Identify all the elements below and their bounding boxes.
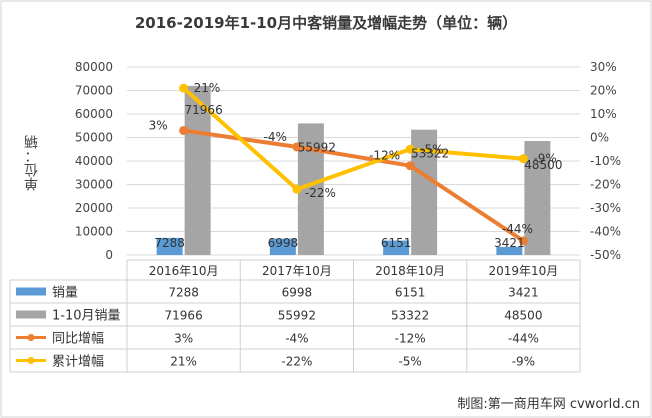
line-point bbox=[518, 236, 528, 246]
line-point bbox=[292, 184, 302, 194]
data-label: 3% bbox=[149, 118, 168, 132]
table-cell: -5% bbox=[398, 355, 421, 369]
data-label: 3421 bbox=[494, 236, 525, 250]
data-label: 21% bbox=[194, 81, 221, 95]
series-line bbox=[181, 128, 526, 243]
data-label: -22% bbox=[305, 186, 336, 200]
y-tick-label: 0 bbox=[105, 248, 113, 262]
data-label: -9% bbox=[533, 152, 556, 166]
line-point bbox=[292, 142, 302, 152]
legend-key bbox=[16, 287, 46, 296]
bar bbox=[496, 246, 523, 255]
y2-tick-label: 0% bbox=[590, 131, 609, 145]
table-cell: 21% bbox=[170, 355, 197, 369]
line-point bbox=[518, 154, 528, 164]
line-point bbox=[405, 144, 415, 154]
table-cell: 3421 bbox=[508, 286, 539, 300]
table-cell: -4% bbox=[285, 332, 308, 346]
y-tick-label: 30000 bbox=[75, 178, 113, 192]
table-cell: 71966 bbox=[165, 309, 203, 323]
credit-text: 制图:第一商用车网 cvworld.cn bbox=[457, 397, 640, 412]
series-name: 累计增幅 bbox=[52, 355, 104, 370]
data-label: 6151 bbox=[381, 236, 412, 250]
y-tick-label: 70000 bbox=[75, 84, 113, 98]
table-cell: 53322 bbox=[391, 309, 429, 323]
data-label: -4% bbox=[264, 130, 287, 144]
chart-title: 2016-2019年1-10月中客销量及增幅走势（单位：辆） bbox=[134, 14, 518, 32]
y-tick-label: 50000 bbox=[75, 131, 113, 145]
bar bbox=[524, 141, 551, 255]
line-point bbox=[405, 161, 415, 171]
data-label: -5% bbox=[420, 142, 443, 156]
table-cell: -12% bbox=[395, 332, 426, 346]
y2-tick-label: -50% bbox=[590, 248, 621, 262]
table-cell: -9% bbox=[512, 355, 535, 369]
data-label: 7288 bbox=[154, 236, 185, 250]
bar bbox=[269, 238, 296, 255]
y2-tick-label: -40% bbox=[590, 225, 621, 239]
y2-tick-label: -20% bbox=[590, 178, 621, 192]
table-cell: 7288 bbox=[168, 286, 199, 300]
table-cell: 55992 bbox=[278, 309, 316, 323]
y2-tick-label: -10% bbox=[590, 154, 621, 168]
y2-tick-label: 30% bbox=[590, 60, 617, 74]
y-tick-label: 60000 bbox=[75, 107, 113, 121]
series-name: 1-10月销量 bbox=[52, 309, 121, 324]
table-cell: 6151 bbox=[395, 286, 426, 300]
legend-key bbox=[16, 310, 46, 319]
line-point bbox=[179, 125, 189, 135]
data-label: 71966 bbox=[185, 103, 223, 117]
data-label: -44% bbox=[502, 222, 533, 236]
data-label: 6998 bbox=[268, 236, 299, 250]
category-label: 2019年10月 bbox=[488, 264, 558, 278]
series-name: 同比增幅 bbox=[52, 332, 104, 347]
table-cell: -44% bbox=[508, 332, 539, 346]
bar bbox=[156, 237, 183, 255]
y-tick-label: 40000 bbox=[75, 154, 113, 168]
legend-key-marker bbox=[27, 357, 35, 364]
table-cell: -22% bbox=[281, 355, 312, 369]
category-label: 2018年10月 bbox=[375, 264, 445, 278]
legend-key-marker bbox=[27, 334, 35, 341]
data-label: 53322 bbox=[411, 147, 449, 161]
y2-tick-label: 10% bbox=[590, 107, 617, 121]
table-cell: 48500 bbox=[504, 309, 542, 323]
series-name: 销量 bbox=[52, 286, 78, 301]
bar bbox=[383, 240, 410, 255]
table-cell: 3% bbox=[174, 332, 193, 346]
series-line bbox=[181, 86, 526, 192]
y-tick-label: 20000 bbox=[75, 201, 113, 215]
y2-tick-label: -30% bbox=[590, 201, 621, 215]
bar bbox=[184, 85, 211, 255]
category-label: 2016年10月 bbox=[149, 264, 219, 278]
y-tick-label: 80000 bbox=[75, 60, 113, 74]
y-tick-label: 10000 bbox=[75, 225, 113, 239]
data-label: -12% bbox=[369, 149, 400, 163]
data-label: 55992 bbox=[298, 140, 336, 154]
table-cell: 6998 bbox=[282, 286, 313, 300]
data-label: 48500 bbox=[524, 158, 562, 172]
line-point bbox=[179, 83, 189, 93]
category-label: 2017年10月 bbox=[262, 264, 332, 278]
y2-tick-label: 20% bbox=[590, 84, 617, 98]
